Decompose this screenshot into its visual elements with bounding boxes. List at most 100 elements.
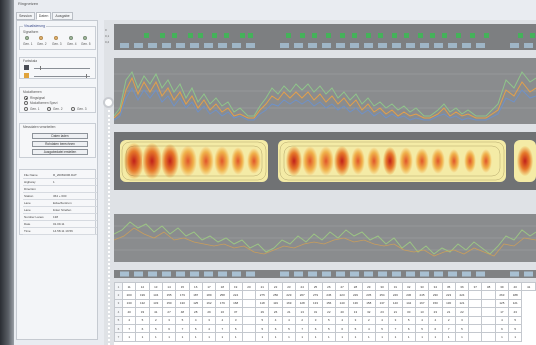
table-cell[interactable]: 6 [308, 323, 323, 334]
table-cell[interactable]: 5 [414, 323, 430, 334]
table-cell[interactable]: 229 [281, 290, 297, 300]
table-cell[interactable]: 128 [295, 298, 310, 309]
table-cell[interactable] [481, 332, 496, 342]
gen3-indicator[interactable] [54, 36, 58, 40]
table-cell[interactable]: 5 [321, 323, 337, 334]
table-cell[interactable]: 3 [454, 315, 470, 325]
table-cell[interactable]: 2 [441, 315, 456, 325]
table-cell[interactable]: 7 [175, 323, 190, 334]
table-cell[interactable]: 1 [361, 332, 376, 342]
gen2-indicator[interactable] [39, 36, 43, 40]
table-cell[interactable]: 12 [135, 281, 150, 292]
table-cell[interactable]: 13 [348, 307, 363, 317]
table-cell[interactable] [468, 332, 483, 342]
table-cell[interactable]: 32 [401, 281, 416, 292]
table-cell[interactable]: 254 [374, 290, 390, 300]
table-cell[interactable]: 1 [161, 332, 177, 342]
table-cell[interactable]: 26 [321, 281, 337, 292]
table-cell[interactable]: 1 [201, 332, 217, 342]
table-cell[interactable]: 4 [334, 315, 350, 325]
table-cell[interactable]: 30 [401, 307, 416, 317]
table-cell[interactable] [468, 323, 483, 334]
table-cell[interactable]: 25 [308, 281, 323, 292]
table-cell[interactable] [241, 323, 257, 334]
table-cell[interactable] [468, 298, 483, 309]
radio-gen3[interactable] [71, 107, 75, 111]
table-cell[interactable]: 223 [334, 290, 350, 300]
table-cell[interactable]: 119 [268, 298, 283, 309]
table-cell[interactable]: 1 [308, 332, 323, 342]
table-cell[interactable]: 5 [508, 315, 523, 325]
table-cell[interactable]: 136 [348, 298, 363, 309]
gen5-indicator[interactable] [83, 36, 87, 40]
table-cell[interactable]: 28 [188, 307, 203, 317]
color-swatch-orange[interactable] [24, 73, 29, 78]
table-cell[interactable]: 16 [188, 281, 203, 292]
table-cell[interactable]: 1 [401, 332, 416, 342]
table-cell[interactable]: 1 [215, 332, 230, 342]
table-cell[interactable]: 1 [268, 332, 283, 342]
table-cell[interactable]: 2 [361, 315, 376, 325]
table-cell[interactable]: 3 [228, 315, 243, 325]
table-cell[interactable]: 150 [428, 298, 443, 309]
table-cell[interactable]: 6 [268, 323, 283, 334]
radio-modalformen[interactable] [24, 101, 28, 105]
table-cell[interactable]: 1 [334, 332, 350, 342]
table-cell[interactable]: 11 [121, 281, 137, 292]
table-cell[interactable]: 5 [228, 323, 243, 334]
table-cell[interactable]: 1 [494, 332, 510, 342]
table-cell[interactable] [241, 332, 257, 342]
table-cell[interactable]: 258 [215, 290, 230, 300]
table-cell[interactable]: 167 [414, 298, 430, 309]
table-cell[interactable]: 5 [454, 323, 470, 334]
table-cell[interactable] [481, 323, 496, 334]
table-cell[interactable]: 37 [228, 307, 243, 317]
table-cell[interactable]: 5 [148, 323, 163, 334]
table-cell[interactable]: 223 [441, 290, 456, 300]
table-cell[interactable]: 31 [388, 281, 403, 292]
table-cell[interactable]: 33 [414, 281, 430, 292]
table-cell[interactable]: 4 [201, 323, 217, 334]
table-cell[interactable]: 43 [508, 307, 523, 317]
table-cell[interactable]: 22 [454, 307, 470, 317]
table-cell[interactable]: 144 [401, 298, 416, 309]
color-slider-bottom[interactable] [34, 76, 90, 77]
table-cell[interactable]: 29 [201, 307, 217, 317]
table-cell[interactable]: 156 [321, 298, 337, 309]
table-cell[interactable]: 199 [135, 290, 150, 300]
table-cell[interactable]: 5 [188, 323, 203, 334]
table-cell[interactable]: 133 [148, 298, 163, 309]
table-cell[interactable]: 1 [414, 332, 430, 342]
table-cell[interactable]: 169 [281, 298, 297, 309]
table-cell[interactable]: 1 [428, 332, 443, 342]
radio-gen1[interactable] [24, 107, 28, 111]
table-cell[interactable]: 24 [295, 281, 310, 292]
table-cell[interactable]: 27 [334, 281, 350, 292]
table-cell[interactable] [481, 315, 496, 325]
table-cell[interactable]: 230 [428, 290, 443, 300]
table-cell[interactable]: 5 [348, 323, 363, 334]
table-cell[interactable]: 6 [401, 323, 416, 334]
table-cell[interactable]: 1 [321, 332, 337, 342]
table-cell[interactable]: 35 [441, 281, 456, 292]
table-cell[interactable]: 5 [255, 323, 270, 334]
table-cell[interactable]: 158 [361, 298, 376, 309]
scrub-handle[interactable] [103, 97, 114, 108]
table-cell[interactable]: 5 [255, 315, 270, 325]
table-cell[interactable]: 1 [441, 332, 456, 342]
table-cell[interactable]: 263 [494, 290, 510, 300]
table-cell[interactable]: 168 [228, 298, 243, 309]
table-cell[interactable]: 1 [148, 332, 163, 342]
table-cell[interactable]: 137 [374, 298, 390, 309]
table-cell[interactable] [241, 290, 257, 300]
radio-ringsignal[interactable] [24, 96, 28, 100]
table-cell[interactable]: 3 [308, 315, 323, 325]
radio-gen2[interactable] [47, 107, 51, 111]
table-cell[interactable]: 4 [414, 315, 430, 325]
table-cell[interactable]: 6 [494, 323, 510, 334]
table-cell[interactable]: 5 [508, 323, 523, 334]
tab-ausgabe[interactable]: Ausgabe [52, 12, 73, 20]
table-cell[interactable]: 188 [508, 290, 523, 300]
table-cell[interactable]: 125 [188, 298, 203, 309]
table-cell[interactable]: 16 [215, 307, 230, 317]
